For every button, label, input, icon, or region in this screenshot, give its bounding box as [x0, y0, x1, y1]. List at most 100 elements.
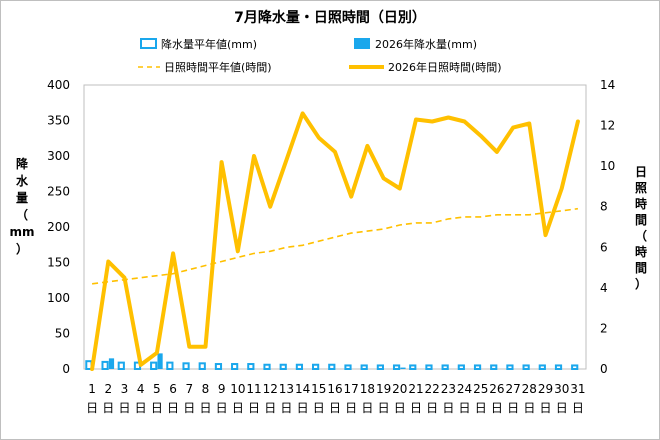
x-tick-day-label: 日 — [329, 401, 341, 415]
y-right-tick-label: 4 — [600, 281, 608, 295]
normal-precip-bar — [150, 361, 158, 370]
y-right-title-char: ） — [635, 276, 647, 291]
x-tick-label: 19 — [376, 382, 391, 396]
normal-precip-bar — [538, 364, 546, 371]
x-tick-label: 4 — [137, 382, 145, 396]
x-tick-label: 5 — [153, 382, 161, 396]
x-tick-day-label: 日 — [507, 401, 519, 415]
y-right-title-char: 照 — [635, 180, 647, 195]
x-tick-day-label: 日 — [540, 401, 552, 415]
normal-precip-bar — [263, 363, 271, 370]
x-tick-day-label: 日 — [135, 401, 147, 415]
x-tick-day-label: 日 — [394, 401, 406, 415]
x-tick-label: 6 — [169, 382, 177, 396]
x-tick-label: 26 — [489, 382, 504, 396]
y-left-title-char: 量 — [16, 191, 28, 205]
x-tick-label: 14 — [295, 382, 310, 396]
x-tick-day-label: 日 — [378, 401, 390, 415]
normal-precip-bar — [441, 364, 449, 371]
x-tick-day-label: 日 — [523, 401, 535, 415]
normal-precip-bar — [214, 363, 223, 370]
y-left-title-char: ） — [16, 241, 28, 256]
y-left-title-char: 降 — [16, 156, 29, 171]
x-tick-label: 12 — [263, 382, 278, 396]
y-right-tick-label: 12 — [600, 119, 615, 133]
normal-precip-bar — [117, 361, 125, 370]
normal-precip-bar — [295, 363, 304, 370]
x-tick-label: 31 — [570, 382, 585, 396]
x-tick-day-label: 日 — [442, 401, 454, 415]
precip-2026-bar — [400, 367, 406, 369]
normal-precip-bar — [409, 364, 417, 371]
y-left-tick-label: 350 — [47, 114, 70, 128]
normal-precip-bar — [457, 364, 465, 371]
normal-precip-bar — [490, 364, 498, 371]
x-tick-day-label: 日 — [102, 401, 114, 415]
x-tick-day-label: 日 — [410, 401, 422, 415]
legend: 降水量平年値(mm) 2026年降水量(mm) 日照時間平年値(時間) 2026年日照… — [138, 37, 502, 74]
y-right-tick-label: 6 — [600, 240, 608, 254]
normal-precip-bar — [425, 364, 433, 371]
normal-precip-bar — [279, 363, 287, 370]
x-tick-label: 25 — [473, 382, 488, 396]
x-tick-label: 13 — [279, 382, 294, 396]
x-tick-day-label: 日 — [361, 401, 373, 415]
x-tick-day-label: 日 — [313, 401, 325, 415]
y-left-title-char: 水 — [16, 173, 29, 188]
x-tick-day-label: 日 — [264, 401, 276, 415]
normal-precip-bar — [554, 364, 563, 371]
normal-precip-bar — [166, 361, 174, 370]
x-tick-label: 1 — [88, 382, 96, 396]
sunshine-2026-line — [90, 111, 580, 371]
legend-label-normal-precip: 降水量平年値(mm) — [161, 37, 257, 51]
y-right-tick-label: 10 — [600, 159, 615, 173]
y-right-tick-label: 2 — [600, 321, 608, 335]
x-tick-day-label: 日 — [297, 401, 309, 415]
x-tick-day-label: 日 — [232, 401, 244, 415]
normal-precip-bar — [360, 364, 368, 371]
normal-precip-bar — [198, 362, 206, 371]
x-tick-day-label: 日 — [345, 401, 357, 415]
x-tick-day-label: 日 — [475, 401, 487, 415]
x-tick-day-label: 日 — [118, 401, 130, 415]
x-tick-day-label: 日 — [491, 401, 503, 415]
y-right-title-char: （ — [635, 228, 647, 243]
precip-2026-bar — [108, 358, 115, 369]
x-tick-label: 17 — [344, 382, 359, 396]
x-tick-label: 24 — [457, 382, 472, 396]
y-right-title-char: 時 — [635, 244, 647, 259]
normal-precip-bar — [344, 364, 352, 371]
normal-precip-bar — [101, 360, 109, 370]
x-tick-label: 21 — [408, 382, 423, 396]
y-right-tick-label: 0 — [600, 362, 608, 376]
x-tick-label: 29 — [538, 382, 553, 396]
x-tick-label: 3 — [121, 382, 129, 396]
x-tick-label: 28 — [522, 382, 537, 396]
x-tick-label: 30 — [554, 382, 569, 396]
y-left-axis-title: 降水量 （ mm ） — [9, 156, 34, 256]
normal-precip-bar — [506, 364, 514, 371]
normal-precip-bar — [328, 363, 336, 370]
x-tick-day-label: 日 — [556, 401, 568, 415]
x-tick-day-label: 日 — [86, 401, 98, 415]
normal-precip-bar — [522, 364, 530, 371]
x-tick-label: 9 — [218, 382, 226, 396]
x-tick-label: 27 — [505, 382, 520, 396]
x-tick-label: 8 — [202, 382, 210, 396]
legend-label-sunshine-2026: 2026年日照時間(時間) — [388, 60, 502, 74]
normal-precip-bar — [376, 364, 384, 371]
x-tick-label: 16 — [327, 382, 342, 396]
normal-precip-bar — [473, 364, 482, 371]
precip-2026-bar — [157, 353, 163, 369]
y-left-tick-label: 50 — [55, 327, 70, 341]
y-right-axis-title: 日照時間（時間） — [635, 165, 647, 291]
x-tick-day-label: 日 — [183, 401, 195, 415]
x-tick-label: 15 — [311, 382, 326, 396]
x-tick-label: 20 — [392, 382, 407, 396]
x-tick-day-label: 日 — [248, 401, 260, 415]
plot-area: 050100150200250300350400024681012141日2日3… — [47, 78, 615, 415]
x-tick-label: 7 — [185, 382, 193, 396]
y-left-title-char: （ — [16, 207, 28, 222]
y-right-title-char: 間 — [635, 261, 647, 275]
